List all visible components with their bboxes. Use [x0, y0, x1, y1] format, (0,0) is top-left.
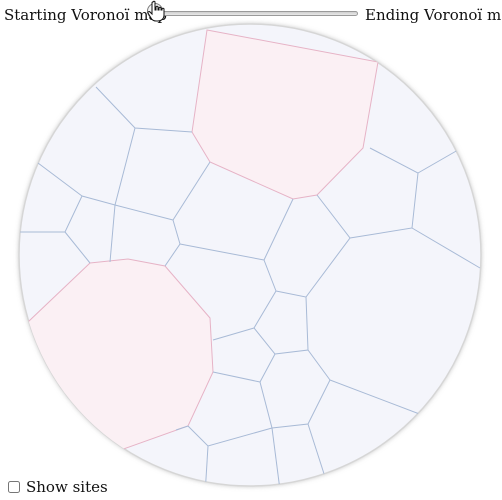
interpolation-slider-track[interactable]	[156, 11, 358, 16]
ending-map-label: Ending Voronoï map	[365, 6, 502, 24]
show-sites-label: Show sites	[26, 478, 108, 496]
voronoi-cell-highlight-top[interactable]	[191, 29, 379, 200]
show-sites-control: Show sites	[8, 478, 108, 496]
hand-pointer-icon	[147, 0, 165, 22]
show-sites-checkbox[interactable]	[8, 481, 20, 493]
voronoi-cells	[20, 29, 481, 486]
voronoi-edges	[20, 86, 481, 486]
starting-map-label: Starting Voronoï map	[4, 6, 167, 24]
